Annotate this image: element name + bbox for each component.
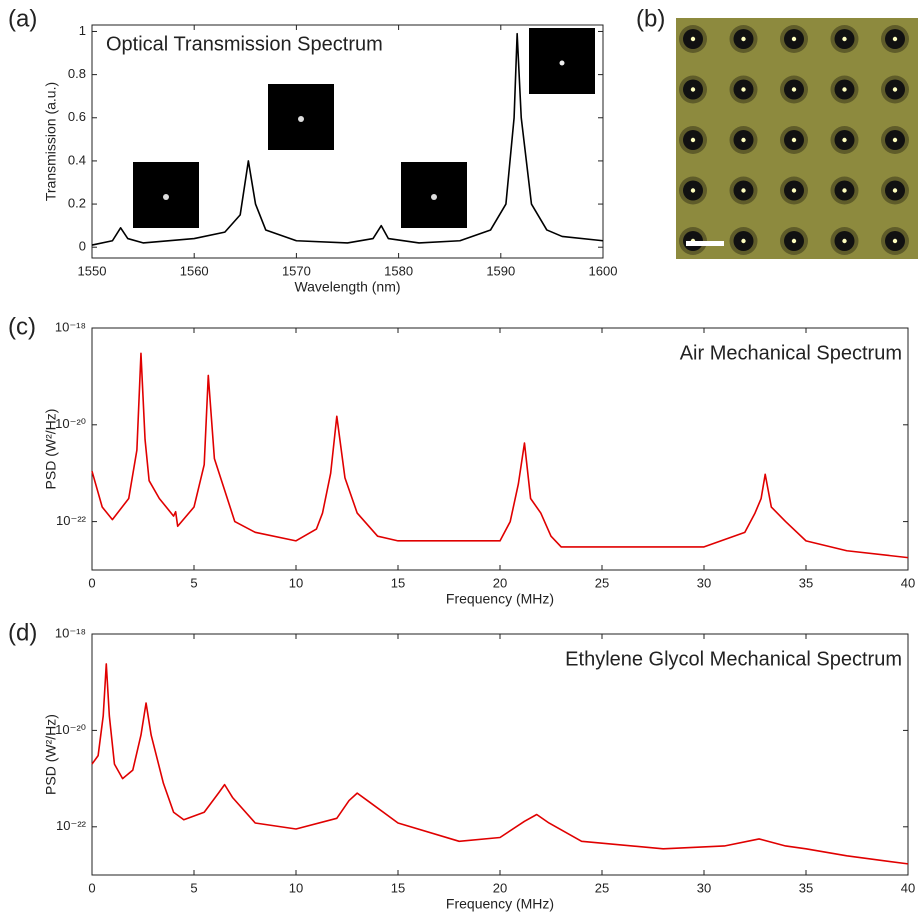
hole-center [892, 188, 898, 193]
panel-label: (c) [8, 313, 36, 340]
y-axis-label: PSD (W²/Hz) [43, 714, 59, 795]
panel-label: (d) [8, 619, 37, 646]
x-tick-label: 0 [88, 575, 95, 590]
hole-center [690, 188, 696, 193]
x-tick-label: 10 [289, 575, 303, 590]
x-tick-label: 15 [391, 575, 405, 590]
x-tick-label: 1560 [180, 263, 209, 278]
x-tick-label: 40 [901, 880, 915, 895]
x-tick-label: 20 [493, 575, 507, 590]
y-tick-label: 0.2 [68, 196, 86, 211]
hole-center [741, 36, 746, 42]
hole-center [741, 188, 746, 193]
hole-center [842, 87, 847, 92]
y-tick-label: 1 [79, 23, 86, 38]
hole-center [690, 87, 696, 92]
hole-center [892, 137, 898, 143]
x-tick-label: 25 [595, 880, 609, 895]
hole-center [892, 238, 898, 244]
x-tick-label: 5 [190, 575, 197, 590]
y-tick-label: 10⁻²² [56, 513, 87, 528]
hole-center [791, 238, 797, 244]
hole-center [892, 87, 898, 92]
hole-center [791, 188, 797, 193]
y-tick-label: 10⁻²⁰ [55, 722, 86, 737]
x-tick-label: 25 [595, 575, 609, 590]
y-tick-label: 10⁻²⁰ [55, 416, 86, 431]
mode-insets [133, 28, 595, 228]
panel-label: (a) [8, 5, 37, 32]
micrograph [676, 18, 918, 259]
hole-center [690, 137, 696, 143]
x-axis-label: Wavelength (nm) [294, 279, 400, 295]
spectrum-line [91, 663, 909, 865]
x-tick-label: 15 [391, 880, 405, 895]
hole-center [791, 36, 797, 42]
y-tick-label: 0.4 [68, 152, 86, 167]
y-axis-label: Transmission (a.u.) [43, 82, 59, 201]
chart-title: Ethylene Glycol Mechanical Spectrum [565, 648, 902, 670]
x-tick-label: 1580 [384, 263, 413, 278]
x-tick-label: 30 [697, 880, 711, 895]
x-tick-label: 1590 [486, 263, 515, 278]
panel-label: (b) [636, 5, 665, 32]
y-tick-label: 0 [79, 239, 86, 254]
hole-center [791, 87, 797, 92]
hole-center [842, 36, 847, 42]
chart-title: Optical Transmission Spectrum [106, 33, 383, 55]
hole-center [842, 137, 847, 143]
x-tick-label: 30 [697, 575, 711, 590]
x-tick-label: 1570 [282, 263, 311, 278]
y-axis-label: PSD (W²/Hz) [43, 409, 59, 490]
spectrum-line [91, 352, 909, 559]
hole-center [741, 87, 746, 92]
hole-center [842, 188, 847, 193]
x-axis-label: Frequency (MHz) [446, 896, 554, 912]
x-tick-label: 20 [493, 880, 507, 895]
x-tick-label: 40 [901, 575, 915, 590]
hole-center [690, 36, 696, 42]
y-tick-label: 0.6 [68, 109, 86, 124]
x-tick-label: 5 [190, 880, 197, 895]
hole-center [892, 36, 898, 42]
plot-frame [91, 24, 604, 259]
y-tick-label: 10⁻¹⁸ [55, 319, 86, 334]
hole-center [741, 238, 746, 244]
hole-center [791, 137, 797, 143]
x-tick-label: 1550 [78, 263, 107, 278]
chart-title: Air Mechanical Spectrum [680, 342, 902, 364]
x-tick-label: 35 [799, 880, 813, 895]
x-tick-label: 35 [799, 575, 813, 590]
y-tick-label: 10⁻²² [56, 818, 87, 833]
x-axis-label: Frequency (MHz) [446, 591, 554, 607]
hole-center [741, 137, 746, 143]
x-tick-label: 0 [88, 880, 95, 895]
y-tick-label: 10⁻¹⁸ [55, 625, 86, 640]
spectrum-line [91, 32, 604, 246]
y-tick-label: 0.8 [68, 66, 86, 81]
x-tick-label: 1600 [589, 263, 618, 278]
x-tick-label: 10 [289, 880, 303, 895]
hole-center [842, 238, 847, 244]
